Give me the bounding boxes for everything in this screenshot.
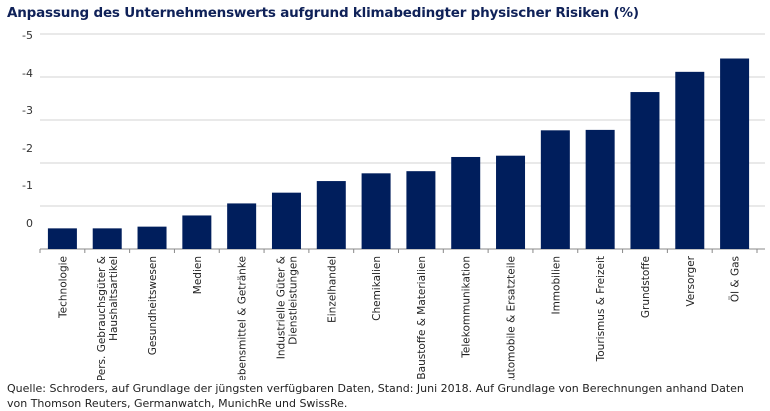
y-tick-label: -5 [22, 29, 33, 42]
bar [540, 130, 570, 249]
x-tick-label: Baustoffe & Materialien [416, 256, 428, 380]
x-tick-label: Gesundheitswesen [147, 256, 159, 355]
bar [406, 171, 436, 249]
bar [720, 58, 750, 250]
x-tick-label: Tourismus & Freizeit [595, 256, 607, 362]
x-tick-label: Automobile & Ersatzteile [506, 256, 518, 380]
x-tick-label: Chemikalien [371, 256, 383, 321]
x-tick-label: Öl & Gas [729, 256, 742, 302]
y-tick-label: -4 [22, 67, 33, 80]
chart-title: Anpassung des Unternehmenswerts aufgrund… [7, 5, 639, 21]
bar [271, 192, 301, 249]
bar [496, 155, 526, 249]
bar [137, 226, 167, 249]
bar [451, 156, 481, 249]
y-tick-label: -1 [22, 179, 33, 192]
bar [675, 71, 705, 249]
bar [182, 215, 212, 249]
bar [227, 203, 257, 249]
bar-chart: -5 -4 -3 -2 -1 0 Technologie Pers. Gebrauchsgüt… [22, 29, 765, 380]
x-tick-label: Lebensmittel & Getränke [237, 256, 249, 380]
bar [47, 228, 77, 249]
x-tick-label: Immobilien [550, 256, 562, 315]
x-tick-label: Einzelhandel [326, 256, 338, 323]
y-tick-label: -2 [22, 142, 33, 155]
bar [92, 228, 122, 249]
y-tick-label: 0 [26, 217, 33, 230]
bar [361, 173, 391, 249]
source-note: Quelle: Schroders, auf Grundlage der jün… [7, 382, 744, 410]
bar [630, 92, 660, 249]
x-tick-label: Telekommunikation [461, 256, 473, 359]
x-tick-label: Versorger [685, 255, 697, 306]
x-tick-label: Grundstoffe [640, 256, 652, 318]
x-tick-label: Medien [192, 256, 204, 294]
x-tick-label: Industrielle Güter &Dienstleistungen [275, 256, 299, 359]
x-tick-label: Technologie [57, 256, 69, 319]
bar [585, 129, 615, 249]
bar [316, 181, 346, 249]
y-tick-label: -3 [22, 104, 33, 117]
x-tick-label: Pers. Gebrauchsgüter &Haushaltsartikel [96, 256, 120, 380]
